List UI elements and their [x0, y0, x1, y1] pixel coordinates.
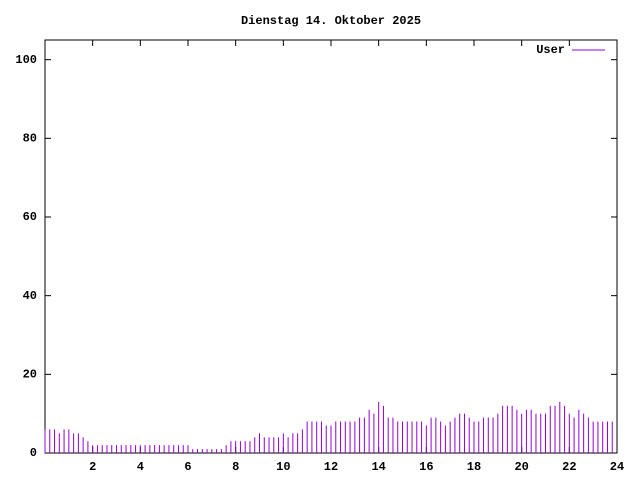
legend-label: User: [536, 43, 565, 57]
x-tick-label: 12: [324, 460, 338, 474]
x-tick-label: 8: [232, 460, 239, 474]
x-tick-label: 16: [419, 460, 433, 474]
y-tick-label: 20: [23, 368, 37, 382]
y-tick-label: 40: [23, 289, 37, 303]
chart-title: Dienstag 14. Oktober 2025: [241, 14, 421, 28]
x-tick-label: 14: [371, 460, 385, 474]
x-tick-label: 18: [467, 460, 481, 474]
plot-frame: [44, 39, 618, 454]
x-tick-label: 20: [514, 460, 528, 474]
y-tick-label: 60: [23, 210, 37, 224]
x-tick-label: 6: [184, 460, 191, 474]
x-tick-label: 22: [562, 460, 576, 474]
x-tick-label: 4: [137, 460, 144, 474]
x-tick-label: 2: [89, 460, 96, 474]
x-tick-label: 24: [610, 460, 624, 474]
x-tick-label: 10: [276, 460, 290, 474]
y-tick-label: 0: [30, 446, 37, 460]
y-tick-label: 80: [23, 132, 37, 146]
y-tick-label: 100: [15, 53, 37, 67]
